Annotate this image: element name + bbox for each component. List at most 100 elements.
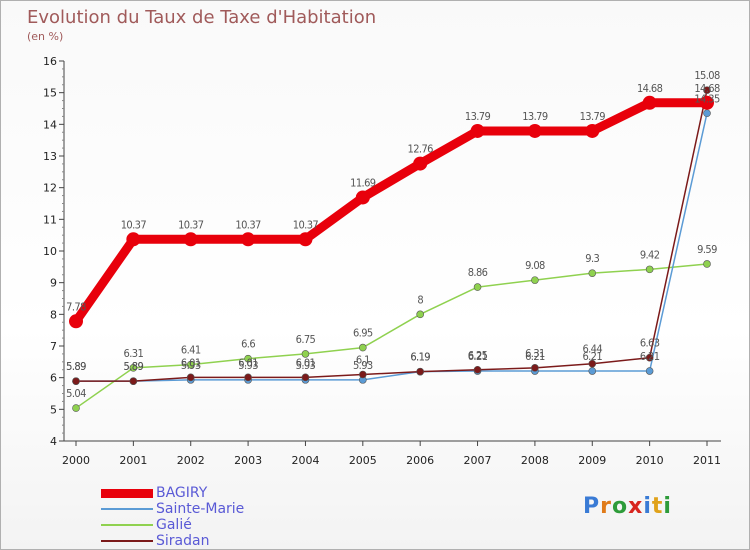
data-label: 10.37 [293, 218, 319, 231]
data-point [186, 373, 195, 382]
legend-swatch [101, 540, 153, 542]
data-point [703, 260, 711, 268]
data-point [473, 365, 482, 374]
data-label: 5.93 [296, 359, 316, 372]
data-point [129, 377, 138, 385]
logo-letter: i [643, 494, 652, 519]
data-point [700, 95, 714, 110]
data-label: 6.19 [410, 351, 430, 364]
data-point [72, 404, 80, 412]
data-point [244, 354, 252, 363]
x-tick-label: 2002 [177, 454, 205, 467]
legend-label: Sainte-Marie [156, 501, 245, 517]
data-label: 5.93 [353, 359, 373, 372]
series-line-siradan [76, 89, 708, 382]
x-tick-label: 2001 [119, 454, 147, 467]
x-tick-label: 2000 [62, 454, 90, 467]
data-point [129, 364, 138, 372]
data-point [359, 370, 367, 379]
data-label: 13.79 [580, 110, 606, 123]
data-point [69, 314, 83, 329]
y-tick-label: 5 [50, 403, 57, 416]
y-tick-label: 7 [50, 340, 57, 353]
data-point [473, 283, 482, 291]
data-label: 6.21 [640, 350, 660, 363]
data-point [588, 269, 597, 277]
data-label: 6.19 [410, 351, 430, 364]
y-tick-label: 14 [43, 118, 57, 131]
y-tick-label: 13 [43, 150, 57, 163]
data-label: 6.21 [525, 350, 545, 363]
data-point [301, 373, 310, 382]
data-label: 9.42 [640, 248, 660, 261]
x-tick-label: 2006 [406, 454, 434, 467]
data-label: 6.21 [582, 350, 602, 363]
data-label: 13.79 [465, 110, 491, 123]
proxiti-logo: Proxiti [583, 494, 672, 519]
legend-label: BAGIRY [156, 485, 208, 501]
legend-swatch [101, 524, 153, 526]
y-tick-label: 8 [50, 308, 57, 321]
data-label: 5.93 [181, 359, 201, 372]
data-label: 6.63 [640, 337, 660, 350]
data-label: 9.59 [697, 243, 717, 256]
y-tick-label: 15 [43, 87, 57, 100]
data-point [244, 373, 252, 382]
data-label: 8 [417, 293, 423, 306]
data-point [585, 123, 600, 138]
legend-swatch [101, 508, 153, 510]
logo-letter: x [628, 494, 644, 519]
x-tick-label: 2005 [349, 454, 377, 467]
data-point [531, 276, 539, 284]
data-label: 5.93 [238, 359, 258, 372]
data-label: 6.75 [296, 333, 316, 346]
data-label: 6.1 [356, 354, 370, 367]
logo-letter: t [651, 494, 664, 519]
chart-title: Evolution du Taux de Taxe d'Habitation [27, 7, 377, 28]
data-point [413, 156, 428, 171]
y-tick-label: 12 [43, 182, 57, 195]
data-point [359, 343, 367, 352]
data-label: 10.37 [121, 218, 147, 231]
data-label: 6.01 [238, 356, 258, 369]
x-tick-label: 2004 [291, 454, 319, 467]
data-point [416, 310, 424, 319]
data-label: 5.89 [124, 360, 144, 373]
data-point [355, 190, 370, 205]
data-label: 14.68 [637, 82, 663, 95]
x-tick-label: 2008 [521, 454, 549, 467]
data-point [531, 364, 539, 372]
data-point [703, 86, 711, 94]
data-point [642, 95, 657, 110]
data-point [126, 232, 141, 247]
y-tick-label: 9 [50, 277, 57, 290]
data-label: 5.04 [66, 387, 86, 400]
x-tick-label: 2009 [578, 454, 606, 467]
y-tick-label: 16 [43, 55, 57, 68]
data-point [298, 232, 313, 247]
data-label: 10.37 [235, 218, 261, 231]
data-point [183, 232, 198, 247]
legend-item: BAGIRY [101, 485, 244, 501]
data-label: 6.31 [525, 347, 545, 360]
y-tick-label: 11 [43, 213, 57, 226]
data-point [645, 353, 654, 362]
data-point [241, 232, 256, 247]
data-point [186, 360, 195, 369]
y-tick-label: 4 [50, 435, 57, 448]
data-point [527, 123, 542, 138]
series-line-bagiry [72, 98, 707, 324]
data-label: 15.08 [694, 69, 720, 82]
legend-label: Siradan [156, 533, 210, 549]
y-tick-label: 6 [50, 372, 57, 385]
x-tick-label: 2007 [464, 454, 492, 467]
data-label: 9.3 [585, 252, 599, 265]
legend-item: Galié [101, 517, 244, 533]
data-label: 6.31 [124, 347, 144, 360]
logo-letter: o [611, 494, 629, 519]
data-label: 5.89 [124, 360, 144, 373]
data-point [416, 367, 424, 376]
data-label: 11.69 [350, 176, 376, 189]
data-label: 6.95 [353, 327, 373, 340]
